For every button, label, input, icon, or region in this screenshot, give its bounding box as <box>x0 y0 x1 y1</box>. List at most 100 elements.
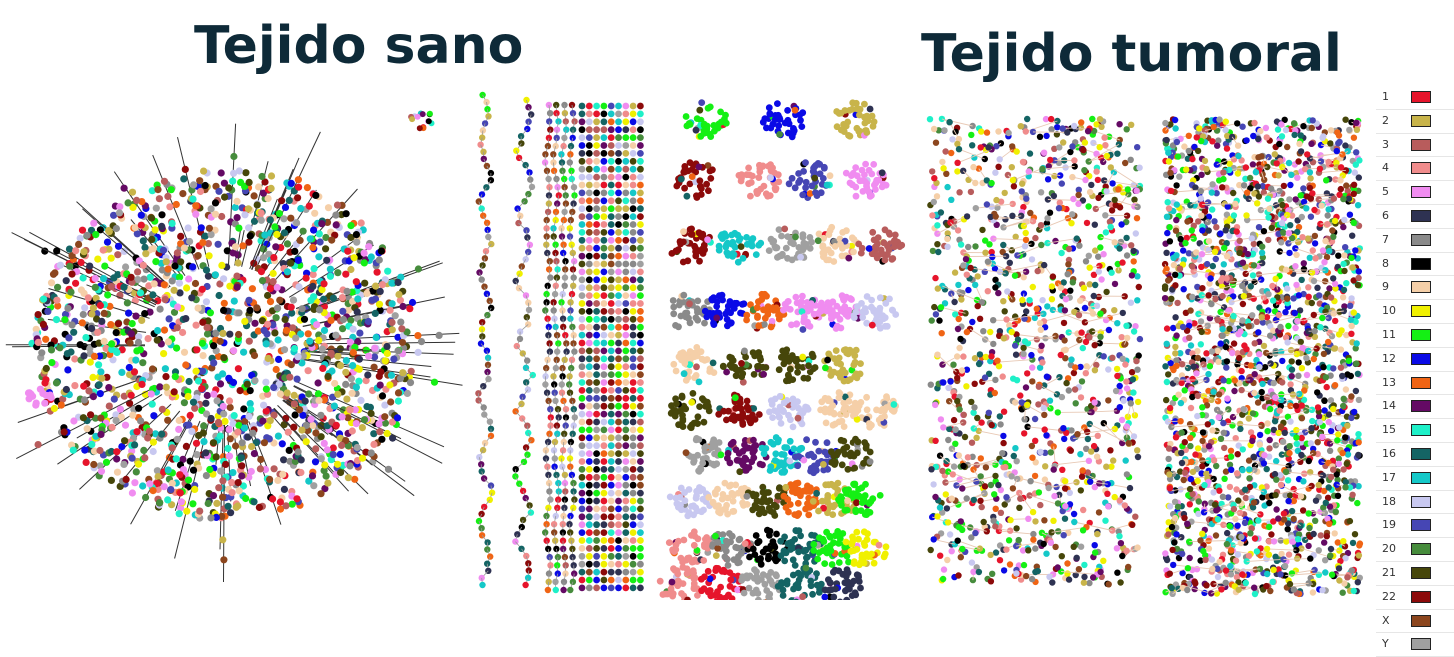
node <box>757 165 764 172</box>
node <box>180 175 187 182</box>
node <box>791 536 798 543</box>
node <box>287 215 294 222</box>
node <box>152 226 159 233</box>
node <box>239 439 246 446</box>
node <box>608 118 615 125</box>
node <box>593 134 600 141</box>
node <box>207 309 214 316</box>
node <box>353 231 360 238</box>
node <box>389 326 396 333</box>
node <box>137 289 144 296</box>
node <box>372 283 379 290</box>
node <box>586 348 593 355</box>
node <box>686 486 693 493</box>
node <box>745 165 752 172</box>
node <box>714 539 721 546</box>
node <box>795 549 802 556</box>
node <box>242 169 249 176</box>
node <box>181 349 188 356</box>
node <box>710 360 717 367</box>
node <box>861 114 868 121</box>
node <box>630 395 637 402</box>
node <box>794 462 801 469</box>
node <box>205 273 212 280</box>
node <box>704 236 711 243</box>
node <box>622 403 629 410</box>
node <box>165 466 172 473</box>
node <box>601 545 608 552</box>
node <box>728 232 735 239</box>
node <box>698 185 705 192</box>
node <box>406 305 413 312</box>
node <box>637 126 644 133</box>
node <box>712 533 719 540</box>
node <box>680 228 687 235</box>
node <box>615 197 622 204</box>
node <box>869 322 876 329</box>
node <box>586 182 593 189</box>
node <box>760 371 767 378</box>
node <box>833 347 840 354</box>
node <box>843 444 850 451</box>
node <box>608 316 615 323</box>
node <box>91 353 98 360</box>
node <box>601 348 608 355</box>
node <box>339 413 346 420</box>
node <box>386 381 393 388</box>
node <box>750 235 757 242</box>
node <box>183 443 190 450</box>
node <box>436 332 443 339</box>
node <box>810 353 817 360</box>
node <box>111 396 118 403</box>
node <box>622 442 629 449</box>
node <box>630 308 637 315</box>
node <box>630 221 637 228</box>
node <box>795 487 802 494</box>
node <box>622 411 629 418</box>
node <box>734 545 741 552</box>
node <box>802 159 809 166</box>
node <box>186 378 193 385</box>
node <box>101 310 108 317</box>
node <box>866 245 873 252</box>
node <box>593 284 600 291</box>
node <box>193 368 200 375</box>
node <box>715 122 722 129</box>
node <box>88 441 95 448</box>
node <box>637 513 644 520</box>
node <box>213 500 220 507</box>
node <box>693 419 700 426</box>
node <box>622 316 629 323</box>
node <box>331 380 338 387</box>
node <box>728 441 735 448</box>
node <box>90 220 97 227</box>
node <box>92 275 99 282</box>
node <box>388 280 395 287</box>
node <box>608 190 615 197</box>
node <box>675 246 682 253</box>
node <box>579 403 586 410</box>
node <box>686 555 693 562</box>
node <box>601 292 608 299</box>
node <box>150 412 157 419</box>
node <box>273 314 280 321</box>
node <box>783 245 790 252</box>
node <box>615 355 622 362</box>
node <box>846 398 853 405</box>
node <box>228 479 235 486</box>
node <box>159 406 166 413</box>
node <box>724 249 731 256</box>
node <box>670 310 677 317</box>
node <box>828 547 835 554</box>
node <box>810 547 817 554</box>
node <box>517 336 523 342</box>
node <box>350 326 357 333</box>
node <box>593 142 600 149</box>
node <box>522 582 528 588</box>
node <box>299 305 306 312</box>
node <box>547 274 553 280</box>
node <box>371 364 378 371</box>
node <box>630 419 637 426</box>
node <box>275 356 282 363</box>
node <box>863 442 870 449</box>
